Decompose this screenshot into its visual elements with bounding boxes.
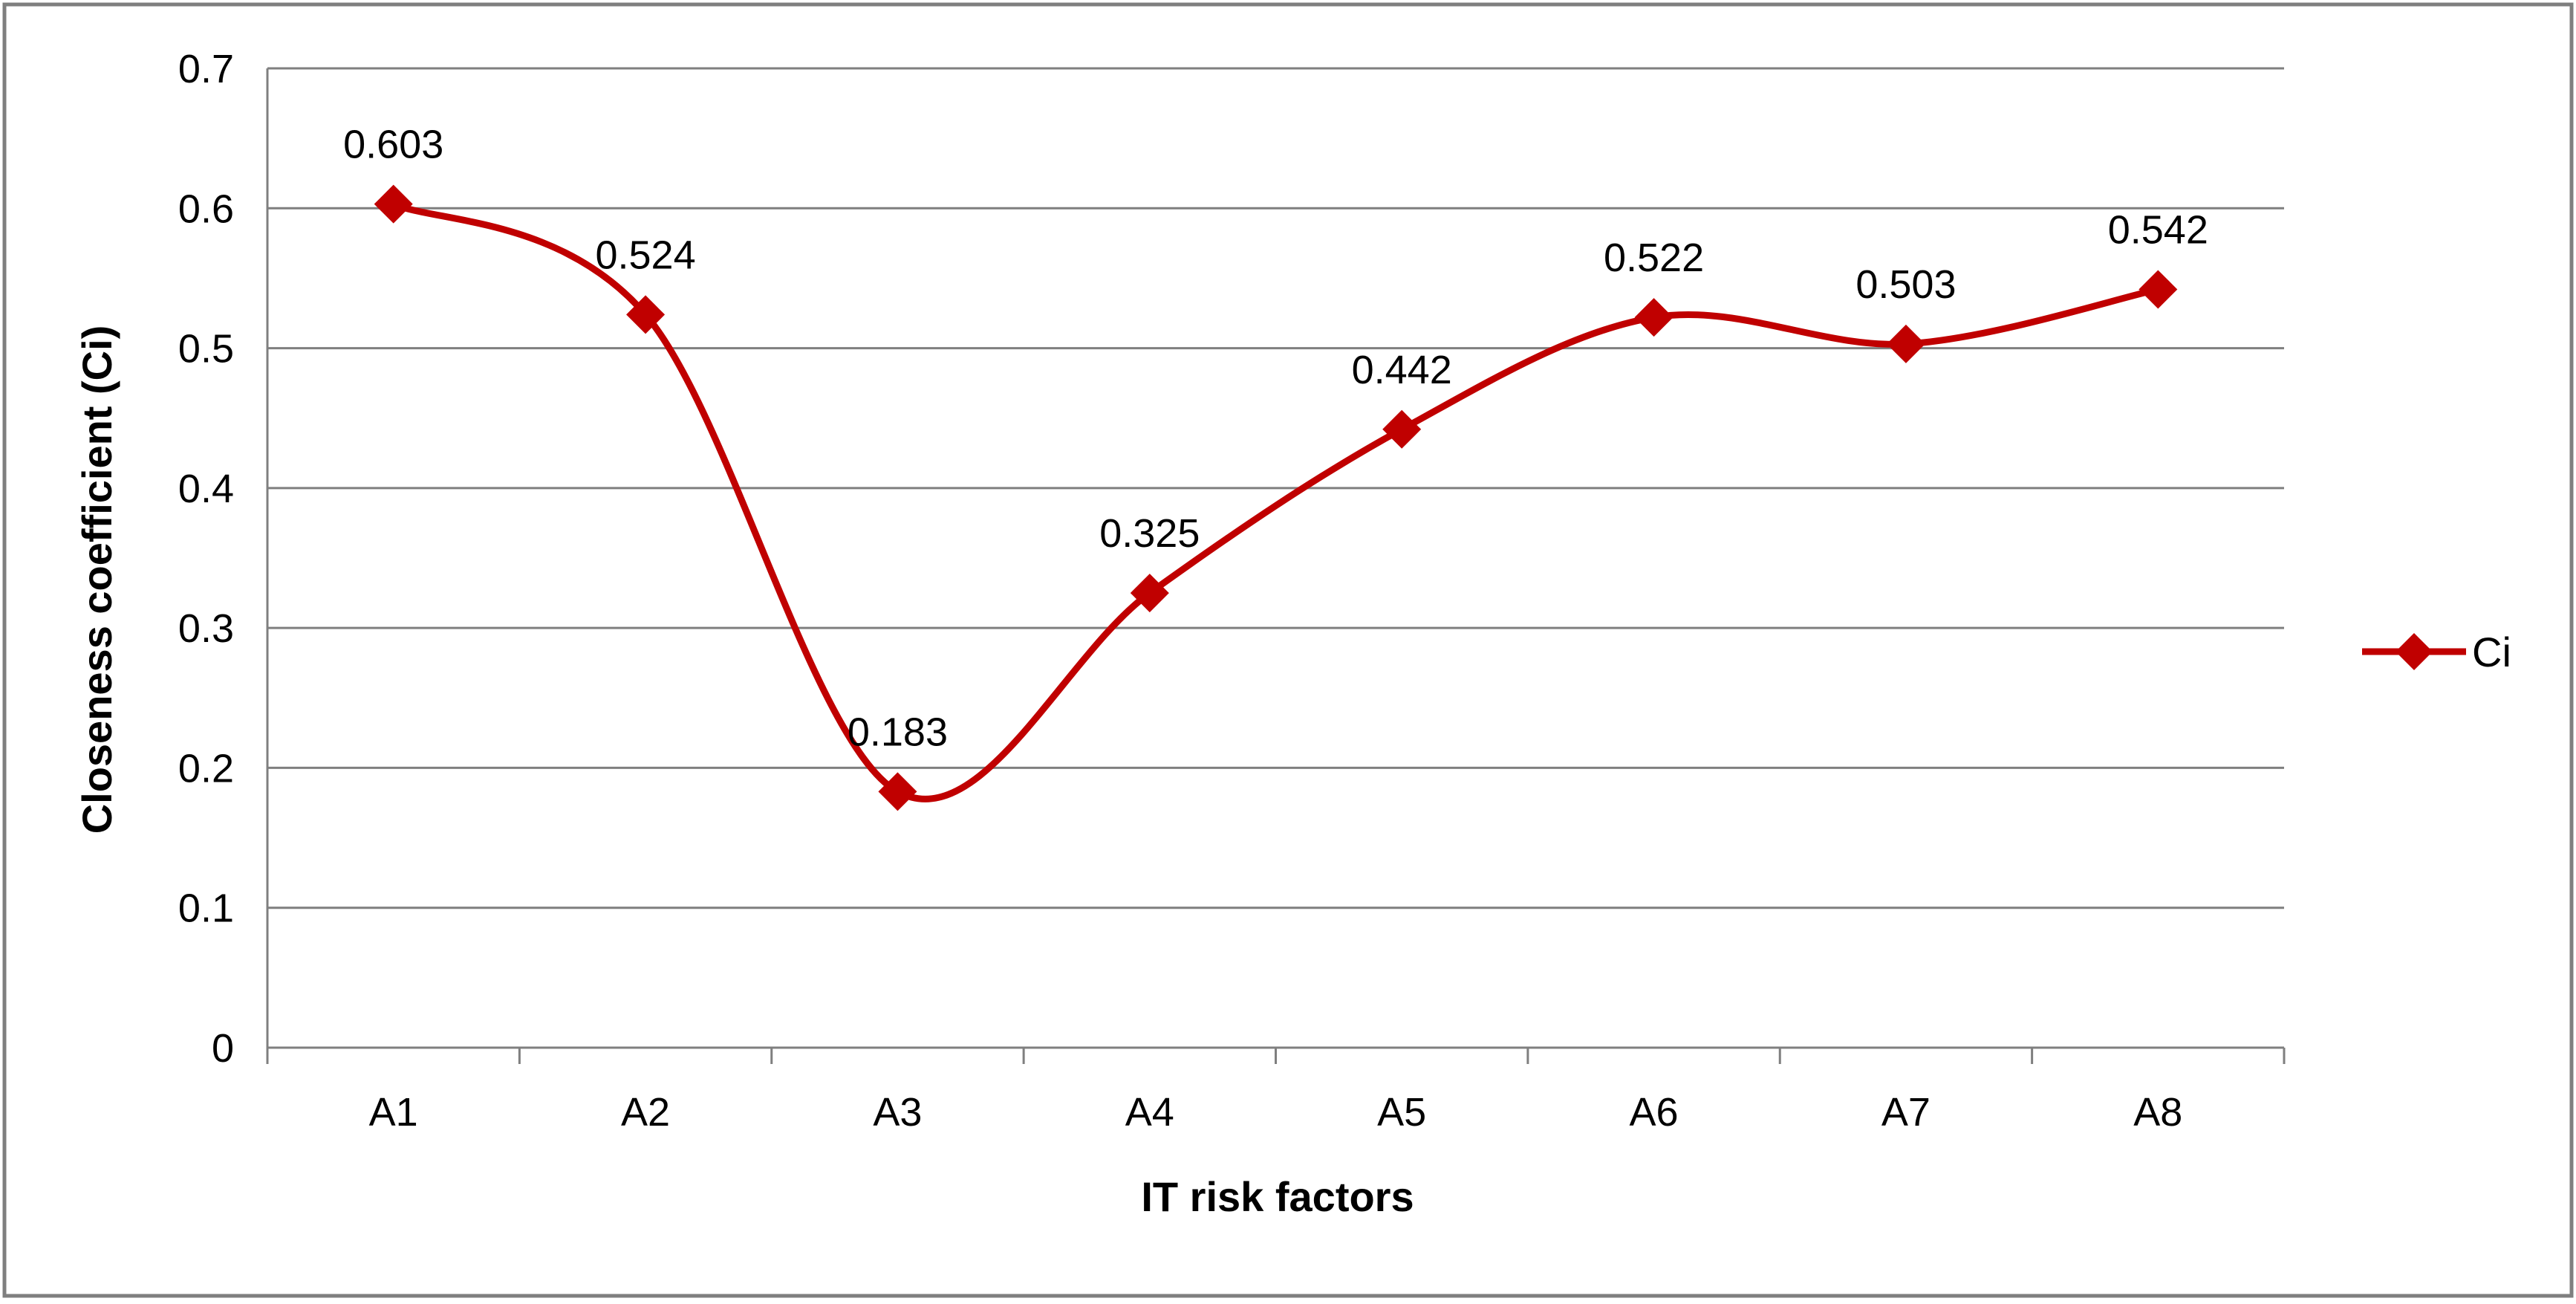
data-label: 0.183: [848, 710, 948, 754]
x-tick-labels: A1 A2 A3 A4 A5 A6 A7 A8: [369, 1090, 2183, 1135]
x-tick-label: A8: [2133, 1090, 2182, 1135]
y-tick-labels: 0 0.1 0.2 0.3 0.4 0.5 0.6 0.7: [178, 47, 234, 1071]
data-label: 0.524: [595, 233, 695, 277]
x-tick-label: A7: [1881, 1090, 1931, 1135]
data-point-marker: [626, 295, 666, 334]
data-labels: 0.603 0.524 0.183 0.325 0.442 0.522 0.503 0.542: [343, 123, 2208, 755]
y-tick-label: 0.5: [178, 327, 234, 372]
x-tick-label: A2: [621, 1090, 670, 1135]
legend-label: Ci: [2472, 629, 2511, 675]
x-tick-label: A5: [1377, 1090, 1426, 1135]
y-tick-label: 0: [212, 1026, 234, 1071]
y-tick-label: 0.7: [178, 47, 234, 91]
data-point-marker: [1130, 574, 1169, 613]
data-point-marker: [878, 772, 917, 811]
data-point-marker: [1634, 298, 1674, 337]
y-tick-label: 0.6: [178, 186, 234, 231]
data-label: 0.442: [1352, 348, 1452, 392]
y-tick-label: 0.2: [178, 746, 234, 791]
data-point-marker: [1886, 324, 1925, 363]
series-line-ci: [390, 201, 2162, 802]
data-label: 0.503: [1855, 262, 1956, 307]
y-tick-label: 0.1: [178, 886, 234, 931]
data-point-marker: [1382, 409, 1422, 449]
axes: [266, 68, 2286, 1064]
y-tick-label: 0.4: [178, 467, 234, 511]
data-point-marker: [2138, 270, 2178, 309]
data-label: 0.522: [1604, 236, 1704, 280]
x-tick-label: A1: [369, 1090, 418, 1135]
legend: Ci: [2362, 629, 2511, 675]
y-axis-title: Closeness coefficient (Ci): [74, 325, 120, 834]
data-markers: [374, 184, 2178, 811]
data-label: 0.603: [343, 123, 443, 167]
x-tick-label: A4: [1125, 1090, 1174, 1135]
data-point-marker: [374, 184, 413, 224]
data-label: 0.542: [2108, 207, 2208, 252]
legend-marker: [2396, 633, 2433, 670]
data-label: 0.325: [1099, 511, 1200, 556]
grid-lines: [267, 67, 2284, 909]
x-tick-label: A6: [1630, 1090, 1679, 1135]
x-tick-label: A3: [873, 1090, 922, 1135]
series-ci: [390, 201, 2162, 802]
x-axis-title: IT risk factors: [1141, 1173, 1414, 1220]
y-tick-label: 0.3: [178, 606, 234, 651]
